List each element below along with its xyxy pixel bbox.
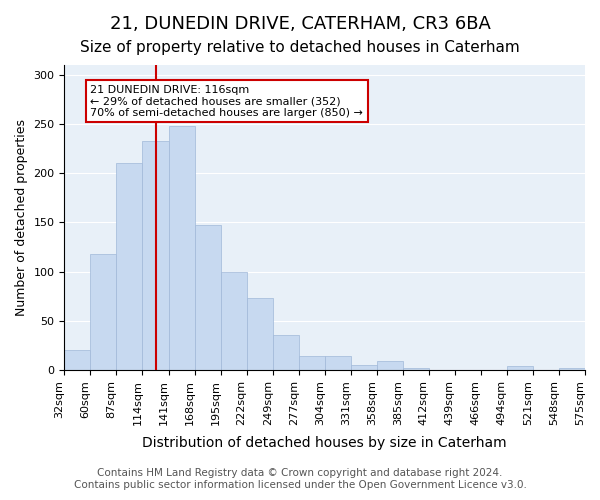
X-axis label: Distribution of detached houses by size in Caterham: Distribution of detached houses by size … [142, 436, 507, 450]
Text: 21 DUNEDIN DRIVE: 116sqm
← 29% of detached houses are smaller (352)
70% of semi-: 21 DUNEDIN DRIVE: 116sqm ← 29% of detach… [91, 84, 364, 118]
Bar [142, 141, 169, 370]
Text: Size of property relative to detached houses in Caterham: Size of property relative to detached ho… [80, 40, 520, 55]
Bar [325, 356, 351, 370]
Bar [507, 366, 533, 370]
Bar [194, 226, 221, 370]
Bar [403, 368, 429, 370]
Bar [377, 361, 403, 370]
Bar [247, 298, 272, 370]
Bar [559, 368, 585, 370]
Bar [116, 164, 142, 370]
Bar [64, 350, 91, 370]
Y-axis label: Number of detached properties: Number of detached properties [15, 119, 28, 316]
Bar [221, 272, 247, 370]
Bar [272, 334, 299, 370]
Bar [351, 365, 377, 370]
Bar [299, 356, 325, 370]
Text: 21, DUNEDIN DRIVE, CATERHAM, CR3 6BA: 21, DUNEDIN DRIVE, CATERHAM, CR3 6BA [110, 15, 490, 33]
Text: Contains HM Land Registry data © Crown copyright and database right 2024.
Contai: Contains HM Land Registry data © Crown c… [74, 468, 526, 490]
Bar [91, 254, 116, 370]
Bar [169, 126, 194, 370]
